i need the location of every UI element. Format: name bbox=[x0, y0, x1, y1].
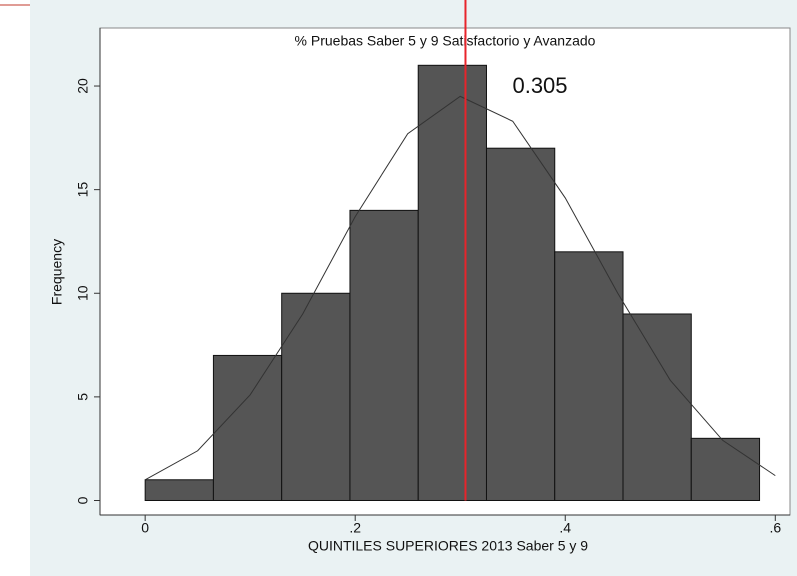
x-tick-label: .4 bbox=[559, 520, 571, 536]
x-axis-label: QUINTILES SUPERIORES 2013 Saber 5 y 9 bbox=[308, 538, 588, 554]
bar bbox=[554, 251, 624, 501]
reference-label: 0.305 bbox=[512, 73, 567, 98]
y-axis-label: Frequency bbox=[49, 239, 65, 305]
x-tick-label: .6 bbox=[769, 520, 781, 536]
bar bbox=[349, 209, 419, 501]
y-tick-label: 5 bbox=[75, 393, 91, 401]
y-tick-label: 20 bbox=[75, 78, 91, 94]
y-tick-label: 15 bbox=[75, 182, 91, 198]
bar bbox=[212, 354, 283, 501]
density-curve bbox=[144, 95, 776, 481]
bar bbox=[417, 64, 487, 501]
chart-title: % Pruebas Saber 5 y 9 Satisfactorio y Av… bbox=[295, 33, 596, 49]
bar bbox=[622, 313, 692, 501]
x-tick-label: 0 bbox=[141, 520, 149, 536]
bar bbox=[144, 479, 214, 501]
bar bbox=[690, 437, 761, 501]
y-tick-label: 0 bbox=[75, 496, 91, 504]
bar bbox=[485, 147, 556, 501]
y-tick-label: 10 bbox=[75, 285, 91, 301]
bar bbox=[281, 292, 351, 501]
x-tick-label: .2 bbox=[349, 520, 361, 536]
